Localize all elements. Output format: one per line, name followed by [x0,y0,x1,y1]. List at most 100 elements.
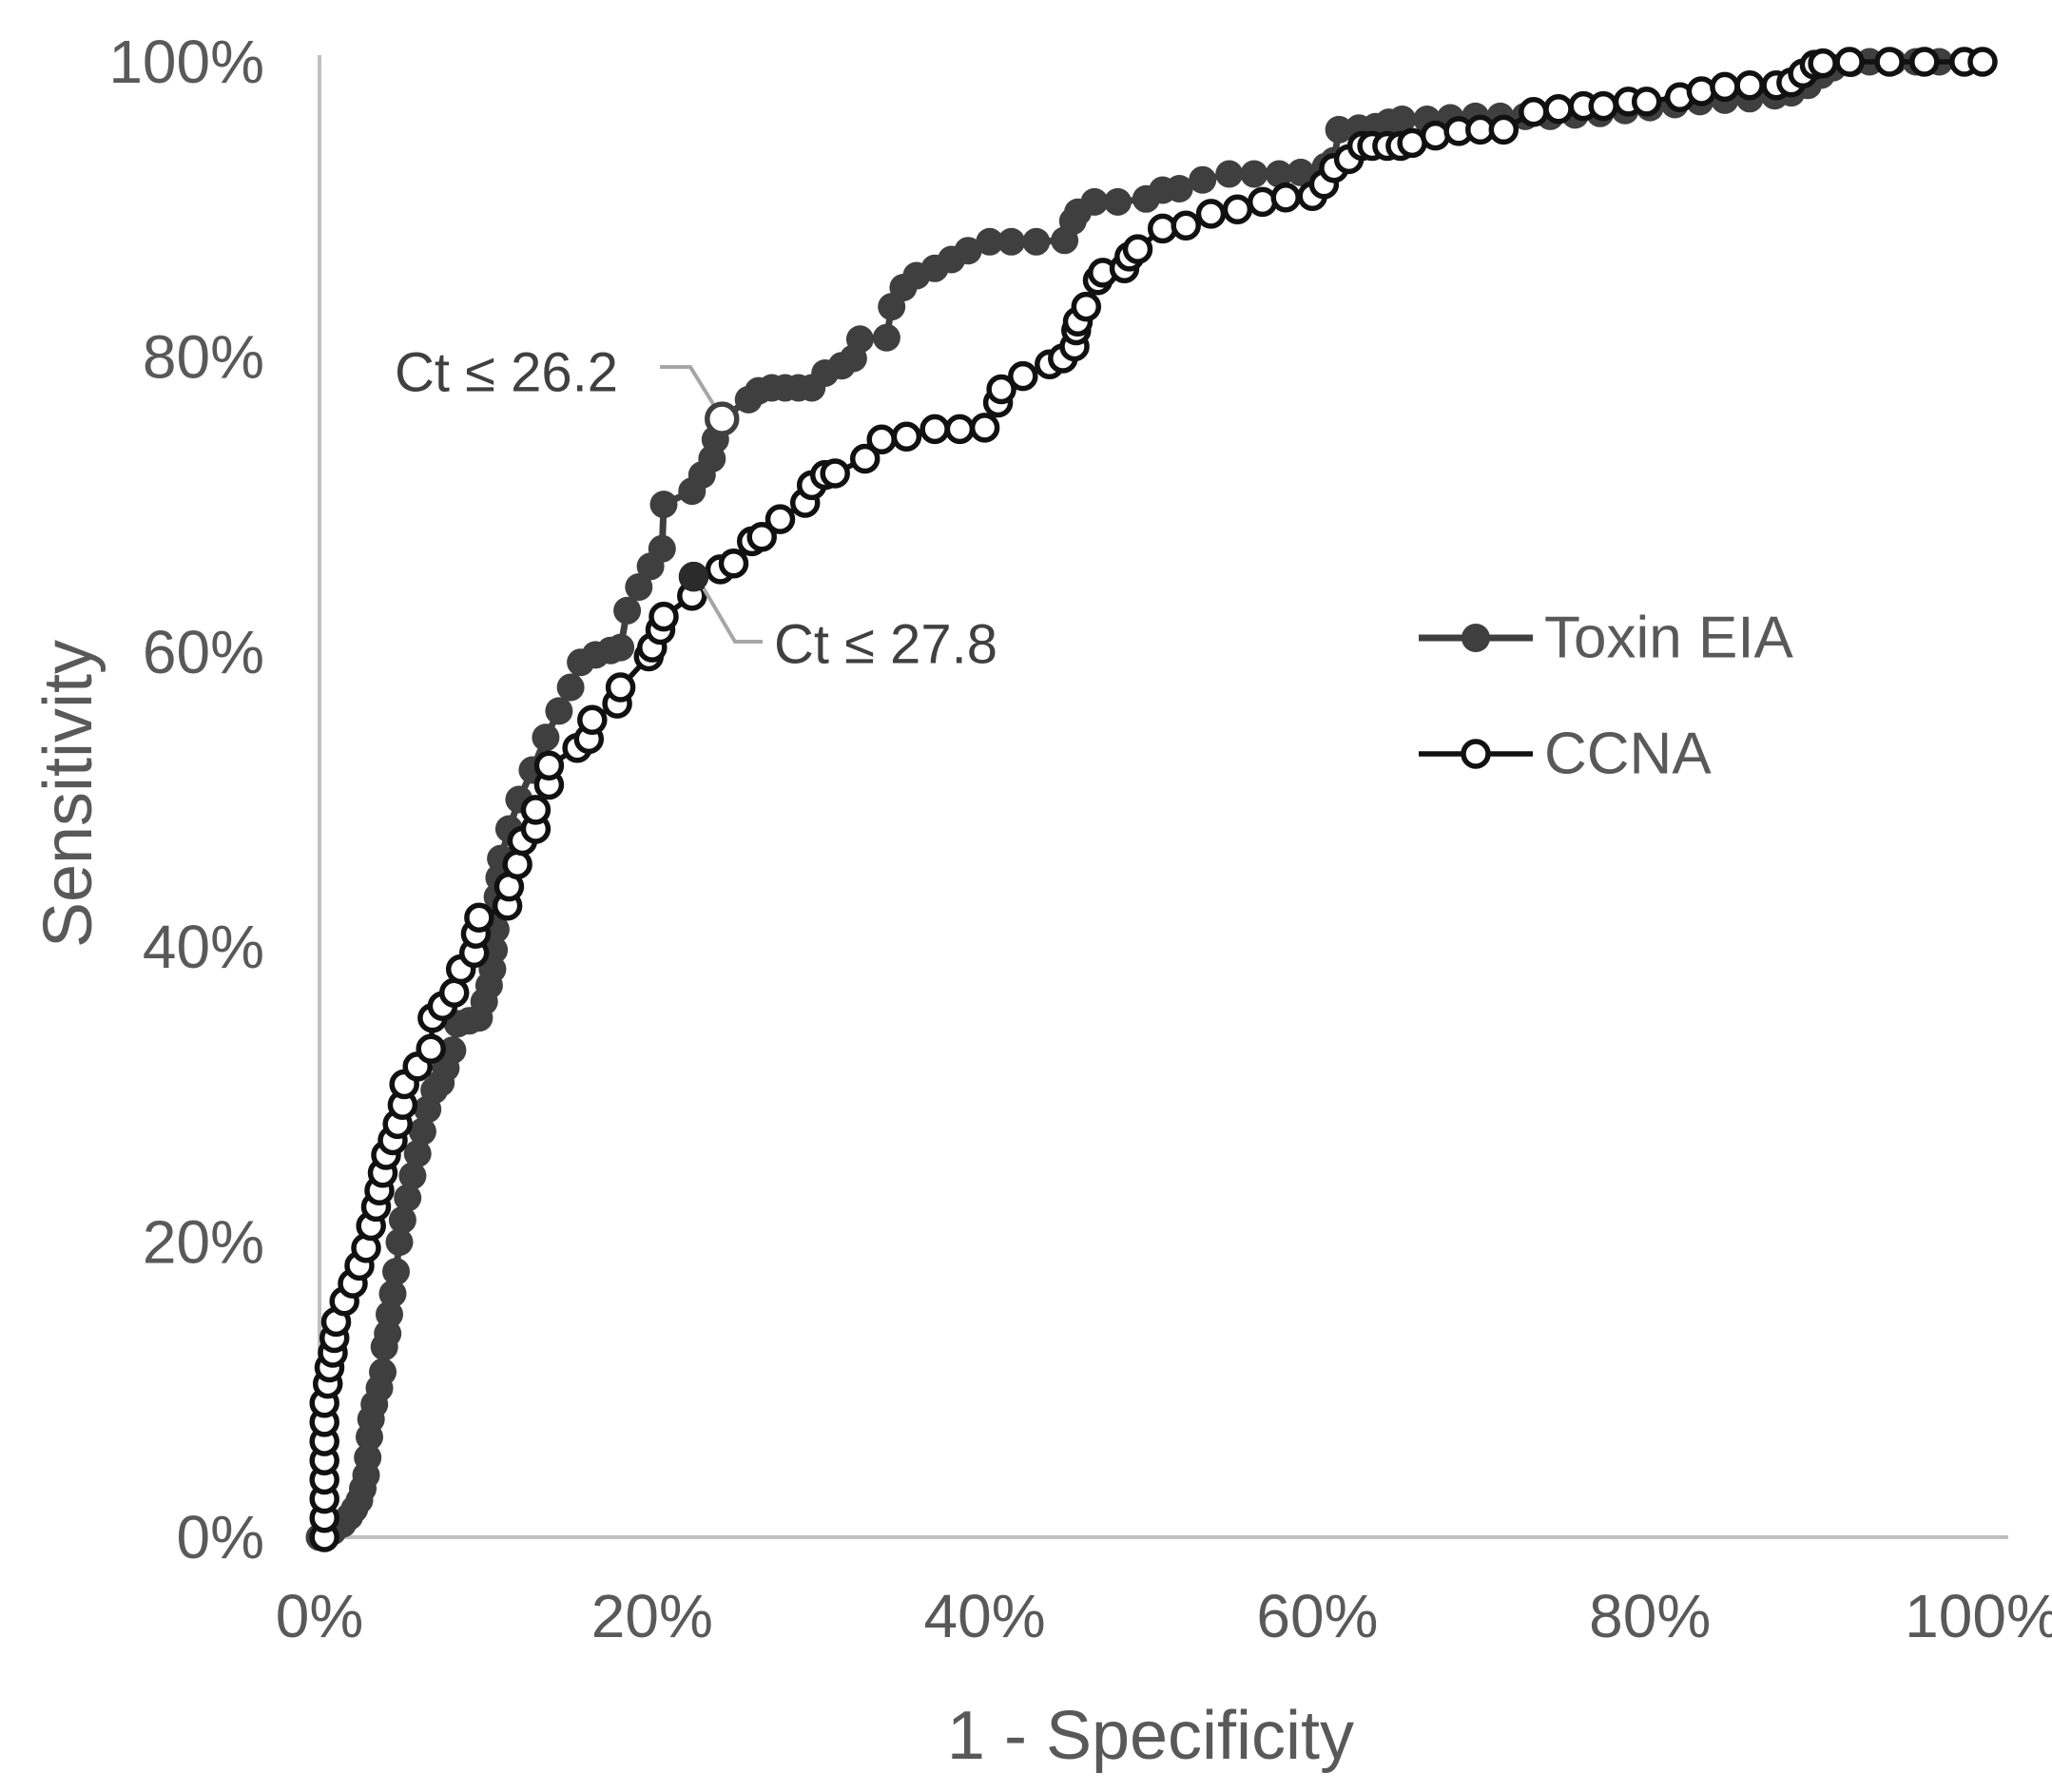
x-tick-label: 0% [276,1582,364,1650]
y-tick-label: 60% [143,618,264,686]
ccna-marker [765,504,796,534]
toxin-eia-marker [556,673,585,702]
ccna-marker [464,902,494,933]
ccna-marker [1247,186,1278,218]
ccna-marker [1874,47,1905,77]
ccna-marker [1686,76,1717,106]
ccna-marker [1631,87,1662,117]
toxin-eia-marker [403,1140,432,1167]
annotation-cutoff-marker [705,401,740,436]
toxin-eia-marker [1325,115,1353,144]
toxin-eia-marker [1165,175,1193,202]
ccna-marker [920,414,950,445]
toxin-eia-marker [607,633,635,662]
ccna-marker [1071,291,1102,322]
ccna-marker [533,750,565,781]
toxin-eia-marker [954,237,982,265]
toxin-eia-marker [354,1443,382,1472]
ccna-marker [1171,210,1201,241]
legend: Toxin EIA CCNA [1419,606,1794,787]
toxin-eia-marker [872,323,900,352]
series-group [305,47,1998,1552]
toxin-eia-marker [1080,187,1109,216]
ccna-marker [1710,71,1740,103]
annotation-ct-26-2-label: Ct ≤ 26.2 [395,342,618,404]
toxin-eia-marker [408,1117,436,1146]
y-tick-label: 80% [143,322,264,391]
roc-curve-ccna [321,59,1983,1537]
toxin-eia-marker [532,723,560,752]
toxin-eia-marker [1189,165,1217,194]
ccna-marker [1967,47,1998,77]
toxin-eia-marker [385,1228,414,1257]
ccna-marker [1122,234,1153,264]
toxin-eia-marker [1287,158,1315,186]
ccna-marker [1808,48,1838,79]
x-tick-label: 40% [924,1582,1046,1650]
ccna-marker [820,458,850,489]
toxin-eia-marker [545,697,573,725]
toxin-eia-marker [388,1205,416,1234]
ccna-marker [577,704,608,735]
toxin-eia-marker [976,227,1004,256]
y-tick-label: 20% [143,1208,264,1277]
ccna-marker [1519,97,1549,127]
ccna-marker [1270,183,1301,213]
toxin-eia-marker [648,534,676,563]
y-tick-label: 0% [177,1503,265,1571]
toxin-eia-marker [376,1301,403,1329]
x-tick-label: 60% [1256,1582,1378,1650]
ccna-marker [849,443,881,474]
ccna-marker [891,421,922,452]
toxin-eia-marker [649,491,678,519]
ccna-marker [718,548,749,579]
ccna-marker [1909,47,1940,77]
ccna-marker [866,424,897,455]
y-tick-label: 40% [143,913,264,981]
y-tick-label: 100% [108,28,264,96]
toxin-eia-marker [1104,187,1132,216]
ccna-marker [1195,199,1227,229]
ccna-marker [986,374,1016,405]
ccna-marker [1588,90,1618,122]
toxin-eia-marker [394,1184,422,1212]
ccna-marker [520,795,552,825]
ccna-marker [416,1033,446,1065]
x-axis-title: 1 - Specificity [947,1698,1354,1774]
toxin-eia-marker [845,325,874,354]
ccna-marker [1734,70,1765,101]
ccna-marker [502,849,532,880]
toxin-eia-marker [369,1358,397,1386]
ccna-marker [1420,120,1451,151]
x-tick-label: 80% [1589,1582,1711,1650]
toxin-eia-marker [625,573,653,601]
toxin-eia-marker [398,1162,427,1190]
legend-label-ccna: CCNA [1544,722,1712,787]
ccna-marker [438,977,470,1009]
toxin-eia-marker [1265,160,1293,188]
ccna-marker [605,672,636,703]
toxin-eia-marker [378,1280,407,1308]
annotation-leader-line [660,365,720,414]
roc-curve-toxin-eia [318,58,1983,1541]
toxin-eia-marker [382,1258,410,1286]
toxin-eia-marker [1240,160,1268,188]
ccna-marker [969,413,1000,443]
y-tick-labels: 100% 80% 60% 40% 20% 0% [108,28,264,1571]
y-axis-title: Sensitivity [30,640,106,948]
ccna-marker [944,414,976,445]
annotation-leader-line [702,587,763,644]
ccna-marker [1543,93,1574,125]
annotation-cutoff-marker [679,562,709,592]
x-tick-labels: 0% 20% 40% 60% 80% 100% [276,1582,2052,1650]
x-tick-label: 100% [1905,1582,2052,1650]
legend-marker-ccna [1461,739,1491,769]
x-tick-label: 20% [591,1582,713,1650]
ccna-marker [1222,194,1253,224]
ccna-marker [1488,114,1520,145]
toxin-eia-marker [438,1036,467,1065]
toxin-eia-marker [613,596,642,625]
ccna-marker [1008,360,1038,392]
